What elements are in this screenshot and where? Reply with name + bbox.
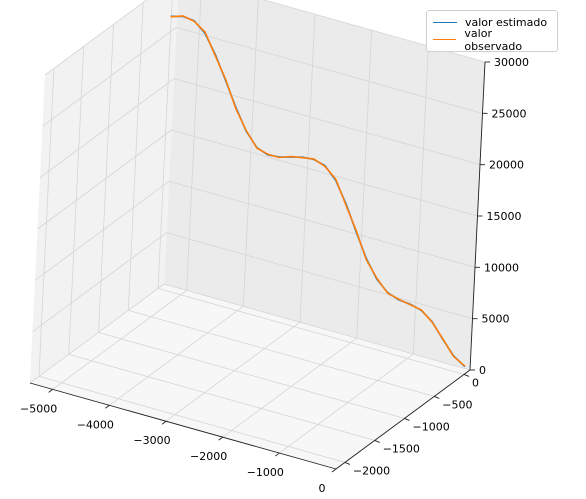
x-tick-mark-2 (161, 420, 167, 425)
grid-y-floor-2 (98, 332, 405, 419)
y-tick-label-2: −1000 (412, 420, 449, 433)
grid-z-left-5 (42, 27, 177, 127)
y-tick-mark-3 (374, 439, 380, 443)
legend-label-estimado: valor estimado (465, 16, 548, 29)
grid-x-floor-4 (279, 353, 414, 454)
grid-z-left-1 (32, 232, 167, 332)
grid-z-back-4 (173, 78, 481, 166)
grid-z-left-0 (29, 283, 165, 384)
x-tick-label-2: −3000 (133, 434, 170, 447)
y-tick-label-0: 0 (472, 376, 479, 389)
grid-z-back-3 (171, 129, 478, 217)
legend: valor estimado valor observado (426, 10, 558, 53)
y-axis-line (335, 369, 471, 470)
x-tick-label-3: −2000 (190, 450, 227, 463)
z-tick-label-5: 25000 (492, 107, 527, 120)
y-tick-mark-0 (463, 373, 470, 377)
grid-x-floor-2 (165, 321, 301, 422)
z-tick-label-6: 30000 (494, 56, 529, 69)
legend-label-observado: valor observado (464, 26, 523, 53)
grid-lines (29, 0, 486, 470)
x-tick-label-0: −5000 (20, 402, 57, 415)
x-tick-mark-3 (218, 436, 223, 441)
grid-y-floor-0 (157, 288, 465, 375)
pane-back (164, 0, 485, 370)
tick-labels: −5000−4000−3000−2000−100000−500−1000−150… (20, 56, 529, 495)
pane-left (30, 0, 178, 383)
z-tick-label-3: 15000 (487, 210, 522, 223)
x-tick-label-5: 0 (319, 482, 326, 495)
grid-z-left-4 (39, 78, 175, 178)
y-tick-mark-4 (344, 461, 351, 465)
axis-panes (30, 0, 485, 469)
grid-y-floor-1 (128, 310, 435, 397)
x-tick-mark-1 (105, 404, 110, 409)
x-tick-label-1: −4000 (77, 418, 114, 431)
grid-z-left-6 (44, 0, 148, 76)
z-tick-label-0: 0 (479, 364, 486, 377)
series-line-1 (170, 15, 466, 367)
x-tick-mark-4 (275, 452, 280, 457)
y-tick-mark-2 (404, 417, 410, 421)
grid-z-back-5 (176, 26, 483, 114)
pane-floor (30, 284, 470, 469)
legend-item-estimado: valor estimado (433, 14, 551, 31)
grid-z-back-2 (168, 180, 476, 268)
x-tick-mark-0 (48, 389, 53, 393)
legend-swatch-estimado (433, 22, 457, 23)
grid-z-back-0 (163, 283, 471, 371)
grid-x-floor-1 (109, 305, 244, 406)
y-tick-mark-1 (434, 395, 440, 399)
grid-z-left-3 (37, 129, 172, 230)
grid-y-floor-4 (38, 376, 346, 463)
z-tick-label-1: 5000 (482, 313, 510, 326)
data-series (170, 15, 466, 368)
legend-swatch-observado (433, 39, 457, 40)
grid-y-floor-3 (68, 354, 375, 441)
grid-x-floor-3 (222, 337, 357, 438)
y-tick-label-4: −2000 (353, 464, 390, 477)
x-tick-label-4: −1000 (247, 466, 284, 479)
grid-z-left-2 (34, 181, 170, 281)
legend-item-observado: valor observado (433, 27, 551, 53)
z-tick-label-4: 20000 (489, 159, 524, 172)
y-tick-label-1: −500 (442, 398, 472, 411)
grid-x-floor-0 (52, 290, 187, 390)
x-axis-line (29, 382, 337, 470)
grid-z-back-1 (166, 232, 473, 320)
x-tick-mark-5 (331, 468, 337, 473)
z-tick-label-2: 10000 (484, 261, 519, 274)
y-tick-label-3: −1500 (383, 442, 420, 455)
